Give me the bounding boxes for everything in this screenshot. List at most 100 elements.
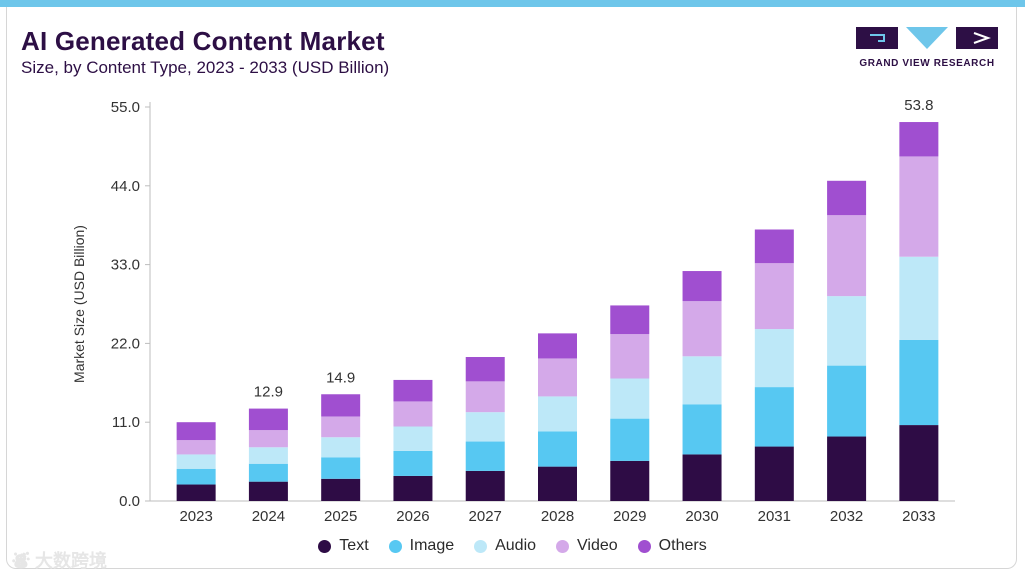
x-tick-label-2025: 2025 (324, 508, 357, 525)
legend-item-text: Text (318, 537, 369, 555)
bar-others-2031 (754, 229, 794, 264)
bar-audio-2023 (176, 454, 216, 469)
bar-text-2033 (899, 425, 939, 501)
x-tick-label-2027: 2027 (469, 508, 502, 525)
legend-label-text: Text (339, 537, 369, 554)
bar-video-2031 (754, 263, 794, 330)
bar-audio-2027 (465, 412, 505, 442)
logo-r-mark (973, 32, 991, 44)
bar-video-2028 (538, 358, 577, 397)
bar-others-2027 (465, 357, 505, 382)
bar-text-2032 (827, 436, 867, 501)
y-tick-label: 44.0 (111, 178, 140, 195)
bar-text-2024 (248, 481, 288, 501)
bar-audio-2025 (321, 437, 361, 458)
data-label-2025: 14.9 (326, 369, 355, 386)
bar-others-2023 (176, 422, 216, 441)
legend-swatch-image (388, 539, 402, 553)
bar-text-2027 (465, 470, 505, 501)
watermark: ⛇ 大数跨境 (12, 551, 108, 571)
bar-text-2025 (321, 478, 361, 501)
bar-text-2031 (754, 446, 794, 501)
bar-image-2024 (248, 463, 288, 482)
y-tick-label: 55.0 (111, 99, 140, 116)
x-tick-label-2023: 2023 (179, 508, 212, 525)
bar-image-2026 (393, 450, 433, 476)
bar-audio-2030 (682, 356, 722, 405)
x-tick-label-2029: 2029 (613, 508, 646, 525)
bar-text-2026 (393, 475, 433, 501)
legend-label-others: Others (658, 537, 707, 554)
legend-label-video: Video (577, 537, 618, 554)
legend-swatch-video (556, 539, 570, 553)
bar-image-2025 (321, 457, 361, 479)
bar-text-2030 (682, 454, 722, 501)
bar-audio-2026 (393, 426, 433, 451)
bar-video-2025 (321, 416, 361, 438)
bar-image-2027 (465, 441, 505, 471)
bar-others-2026 (393, 379, 433, 402)
bar-others-2032 (827, 180, 867, 216)
data-label-2024: 12.9 (254, 384, 283, 401)
bar-image-2032 (827, 365, 867, 437)
bar-video-2032 (827, 215, 867, 297)
x-tick-label-2024: 2024 (252, 508, 285, 525)
bar-audio-2033 (899, 256, 939, 340)
y-tick-label: 0.0 (119, 493, 140, 510)
grand-view-research-logo (856, 27, 998, 49)
x-tick-label-2031: 2031 (758, 508, 791, 525)
bar-others-2033 (899, 122, 939, 157)
chart-subtitle: Size, by Content Type, 2023 - 2033 (USD … (21, 58, 390, 77)
legend-swatch-others (637, 539, 651, 553)
bar-video-2027 (465, 381, 505, 413)
logo-g-mark (870, 34, 885, 42)
bar-others-2030 (682, 271, 722, 302)
bar-text-2029 (610, 460, 650, 501)
bar-audio-2028 (538, 396, 577, 432)
legend-swatch-text (318, 539, 332, 553)
top-accent-bar (0, 0, 1025, 7)
x-tick-label-2032: 2032 (830, 508, 863, 525)
legend-item-video: Video (556, 537, 618, 555)
bar-image-2033 (899, 339, 939, 426)
y-axis-title: Market Size (USD Billion) (71, 225, 87, 383)
data-label-2033: 53.8 (904, 97, 933, 114)
bar-others-2025 (321, 394, 361, 417)
logo-block-right (956, 27, 998, 49)
bar-video-2030 (682, 301, 722, 357)
bar-image-2023 (176, 468, 216, 485)
chart-legend: Text Image Audio Video Others (0, 537, 1025, 555)
bar-audio-2024 (248, 447, 288, 464)
bar-video-2026 (393, 401, 433, 427)
legend-item-image: Image (388, 537, 455, 555)
x-tick-label-2033: 2033 (902, 508, 935, 525)
bar-text-2028 (538, 466, 577, 501)
bar-others-2024 (248, 408, 288, 431)
chart-title: AI Generated Content Market (21, 26, 385, 56)
bar-video-2029 (610, 334, 650, 379)
legend-label-image: Image (409, 537, 455, 554)
legend-item-audio: Audio (474, 537, 536, 555)
bar-audio-2032 (827, 296, 867, 366)
bar-image-2029 (610, 418, 650, 461)
bar-others-2028 (538, 333, 577, 359)
logo-text: GRAND VIEW RESEARCH (859, 58, 995, 69)
logo-block-left (856, 27, 898, 49)
bar-audio-2031 (754, 329, 794, 388)
bar-video-2024 (248, 430, 288, 448)
bar-video-2033 (899, 156, 939, 257)
legend-label-audio: Audio (495, 537, 537, 554)
x-tick-label-2028: 2028 (541, 508, 574, 525)
legend-item-others: Others (637, 537, 707, 555)
bar-image-2031 (754, 387, 794, 447)
x-tick-label-2026: 2026 (396, 508, 429, 525)
y-tick-label: 33.0 (111, 257, 140, 274)
bar-image-2028 (538, 431, 577, 467)
y-tick-label: 22.0 (111, 335, 140, 352)
x-tick-label-2030: 2030 (685, 508, 718, 525)
bar-image-2030 (682, 404, 722, 455)
legend-swatch-audio (474, 539, 488, 553)
logo-v-mark (906, 27, 948, 49)
bar-audio-2029 (610, 378, 650, 419)
